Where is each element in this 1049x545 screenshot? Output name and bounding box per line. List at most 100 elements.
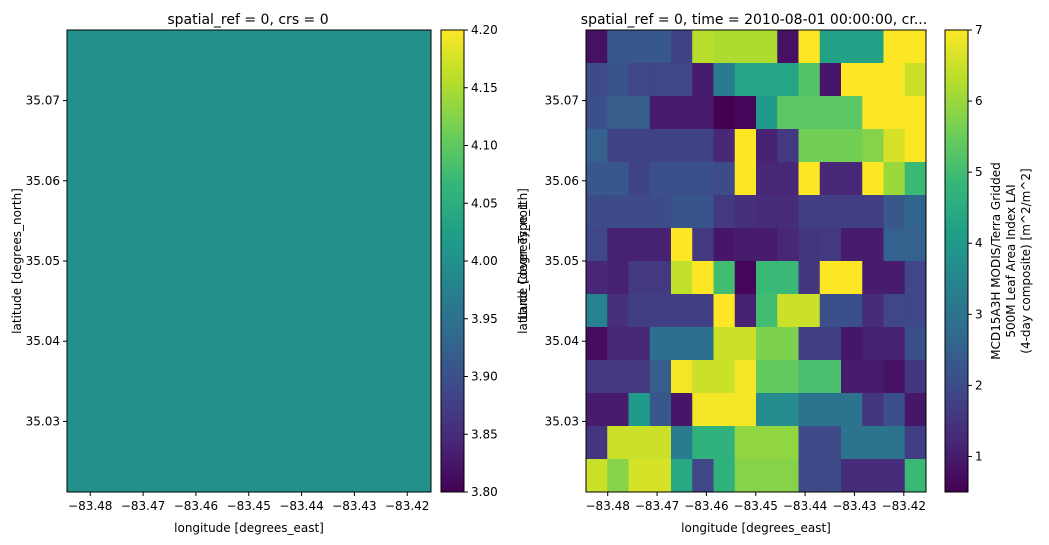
heatmap-cell	[734, 30, 757, 64]
heatmap-cell	[734, 162, 757, 196]
heatmap-cell	[649, 30, 672, 64]
heatmap-cell	[883, 162, 906, 196]
heatmap-cell	[734, 327, 757, 361]
right-y-tick-label: 35.06	[545, 174, 579, 188]
heatmap-cell	[862, 393, 884, 427]
heatmap-cell	[862, 129, 884, 163]
heatmap-cell	[756, 294, 778, 328]
heatmap-cell	[841, 294, 863, 328]
heatmap-cell	[671, 360, 693, 394]
heatmap-cell	[777, 96, 799, 130]
heatmap-cell	[819, 195, 842, 229]
right-colorbar-label: MCD15A3H MODIS/Terra Gridded 500M Leaf A…	[989, 162, 1033, 359]
heatmap-cell	[777, 393, 799, 427]
heatmap-cell	[819, 327, 842, 361]
heatmap-cell	[777, 360, 799, 394]
heatmap-cell	[798, 30, 821, 64]
right-colorbar-tick-label: 7	[975, 23, 983, 37]
left-x-tick-label: −83.45	[227, 499, 271, 513]
heatmap-cell	[649, 426, 672, 460]
heatmap-cell	[798, 261, 821, 295]
right-y-tick-label: 35.04	[545, 334, 579, 348]
heatmap-cell	[819, 261, 842, 295]
right-x-axis-label: longitude [degrees_east]	[681, 521, 831, 535]
heatmap-cell	[904, 129, 927, 163]
heatmap-cell	[692, 162, 714, 196]
right-y-axis-label: latitude [degrees_north]	[516, 188, 530, 334]
heatmap-cell	[883, 261, 906, 295]
right-colorbar-tick-label: 3	[975, 307, 983, 321]
heatmap-cell	[671, 261, 693, 295]
heatmap-cell	[649, 261, 672, 295]
heatmap-cell	[862, 294, 884, 328]
heatmap-cell	[841, 96, 863, 130]
heatmap-cell	[777, 228, 799, 262]
heatmap-cell	[777, 459, 799, 493]
right-colorbar-tick-label: 2	[975, 378, 983, 392]
heatmap-cell	[904, 393, 927, 427]
heatmap-cell	[671, 30, 693, 64]
heatmap-cell	[756, 327, 778, 361]
heatmap-cell	[586, 426, 608, 460]
heatmap-cell	[883, 195, 906, 229]
left-colorbar-tick-label: 3.95	[471, 312, 498, 326]
right-colorbar-tick-label: 6	[975, 94, 983, 108]
right-colorbar-label-line-2: 500M Leaf Area Index LAI	[1004, 184, 1018, 337]
heatmap-cell	[777, 30, 799, 64]
heatmap-cell	[841, 129, 863, 163]
heatmap-cell	[841, 228, 863, 262]
left-colorbar-tick-label: 3.85	[471, 427, 498, 441]
heatmap-cell	[628, 360, 651, 394]
heatmap-cell	[628, 459, 651, 493]
heatmap-cell	[904, 228, 927, 262]
heatmap-cell	[628, 96, 651, 130]
heatmap-cell	[841, 327, 863, 361]
heatmap-cell	[819, 393, 842, 427]
heatmap-cell	[734, 96, 757, 130]
heatmap-cell	[862, 63, 884, 97]
heatmap-cell	[777, 195, 799, 229]
heatmap-cell	[713, 228, 736, 262]
right-x-tick-label: −83.46	[684, 499, 728, 513]
heatmap-cell	[756, 360, 778, 394]
heatmap-cell	[798, 228, 821, 262]
heatmap-cell	[756, 63, 778, 97]
heatmap-cell	[692, 294, 714, 328]
heatmap-cell	[798, 129, 821, 163]
left-x-axis-label: longitude [degrees_east]	[174, 521, 324, 535]
heatmap-cell	[734, 195, 757, 229]
heatmap-cell	[883, 426, 906, 460]
right-colorbar-axis: 1 2 3 4 5 6 7	[968, 23, 983, 463]
heatmap-cell	[692, 195, 714, 229]
left-chart-title: spatial_ref = 0, crs = 0	[167, 12, 328, 28]
heatmap-cell	[862, 195, 884, 229]
heatmap-cell	[819, 459, 842, 493]
heatmap-cell	[734, 261, 757, 295]
heatmap-cell	[713, 162, 736, 196]
right-panel: spatial_ref = 0, time = 2010-08-01 00:00…	[516, 12, 1033, 535]
heatmap-cell	[756, 195, 778, 229]
heatmap-cell	[692, 228, 714, 262]
left-x-tick-label: −83.47	[121, 499, 165, 513]
heatmap-cell	[628, 261, 651, 295]
left-y-tick-label: 35.07	[26, 94, 60, 108]
heatmap-cell	[862, 327, 884, 361]
heatmap-cell	[607, 63, 629, 97]
right-y-axis: 35.03 35.04 35.05 35.06 35.07	[545, 94, 586, 428]
heatmap-cell	[586, 294, 608, 328]
heatmap-cell	[819, 228, 842, 262]
heatmap-cell	[607, 360, 629, 394]
left-x-axis: −83.48 −83.47 −83.46 −83.45 −83.44 −83.43 −83.…	[68, 492, 429, 513]
heatmap-cell	[756, 393, 778, 427]
heatmap-cell	[586, 459, 608, 493]
heatmap-cell	[692, 459, 714, 493]
heatmap-cell	[756, 162, 778, 196]
heatmap-cell	[607, 30, 629, 64]
heatmap-cell	[734, 426, 757, 460]
left-heatmap-area	[67, 30, 431, 492]
heatmap-cell	[649, 63, 672, 97]
left-y-tick-label: 35.06	[26, 174, 60, 188]
heatmap-cell	[756, 96, 778, 130]
heatmap-cell	[862, 96, 884, 130]
